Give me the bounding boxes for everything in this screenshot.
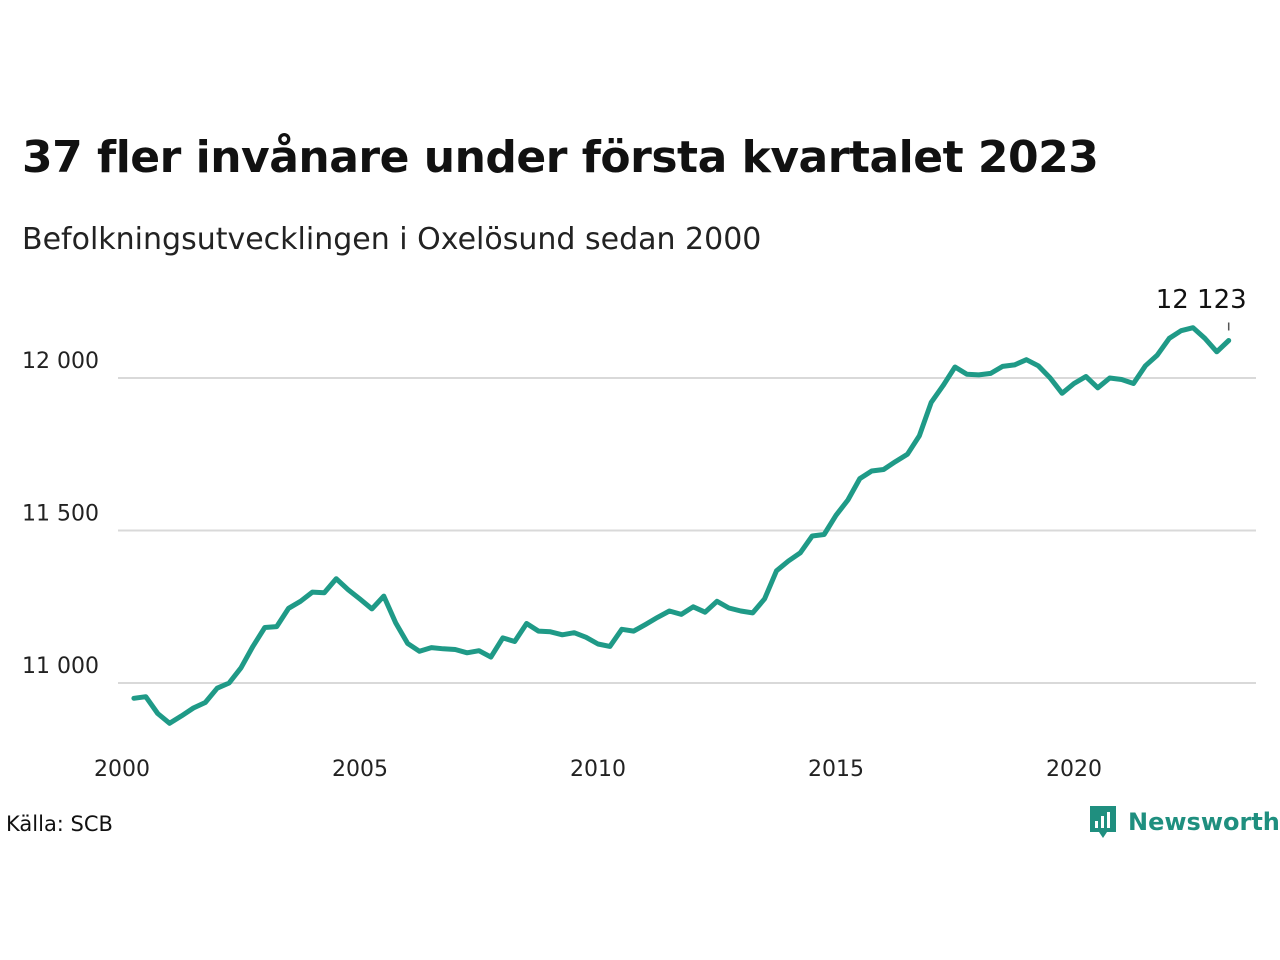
y-tick-label: 12 000 [22,349,99,374]
x-axis-ticks: 2000 2005 2010 2015 2020 [94,757,1102,782]
x-tick-label: 2020 [1046,757,1102,782]
end-value-label: 12 123 [1156,285,1247,315]
y-tick-label: 11 500 [22,502,99,527]
chart-title: 37 fler invånare under första kvartalet … [22,132,1099,183]
chart-subtitle: Befolkningsutvecklingen i Oxelösund seda… [22,222,762,257]
source-note: Källa: SCB [6,812,113,836]
brand-name: Newsworthy [1128,808,1280,836]
end-annotation: 12 123 [1156,285,1247,331]
y-axis-ticks: 11 000 11 500 12 000 [22,349,99,679]
grid-lines [118,377,1256,684]
brand-logo: Newsworthy [1088,804,1280,840]
x-tick-label: 2005 [332,757,388,782]
x-tick-label: 2015 [808,757,864,782]
newsworthy-logo-icon [1090,806,1116,838]
y-tick-label: 11 000 [22,654,99,679]
x-tick-label: 2000 [94,757,150,782]
x-tick-label: 2010 [570,757,626,782]
series-layer [131,325,1232,726]
series-line [131,325,1232,726]
